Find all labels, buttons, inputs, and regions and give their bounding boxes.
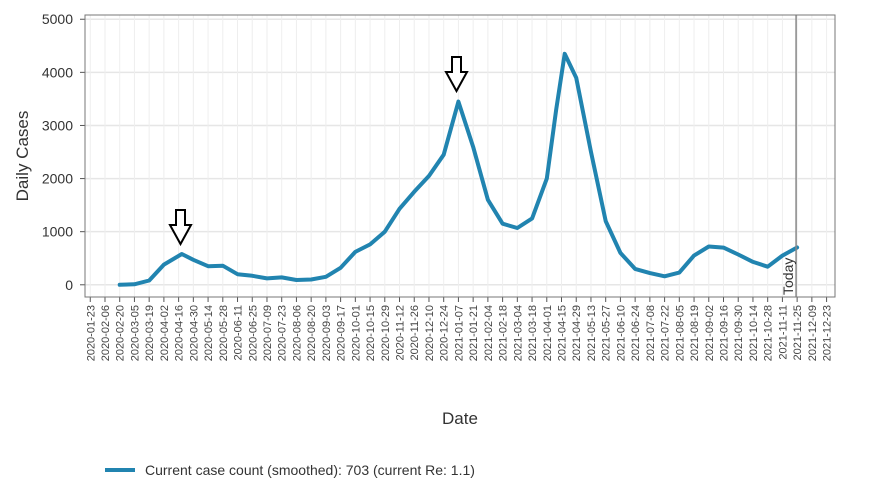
x-tick-label: 2020-10-29	[380, 305, 392, 361]
annotation: Today	[780, 258, 796, 295]
x-tick-label: 2021-09-16	[718, 305, 730, 361]
x-tick-label: 2021-02-18	[498, 305, 510, 361]
y-tick-label: 5000	[42, 11, 73, 27]
x-tick-label: 2020-11-26	[409, 305, 421, 360]
x-tick-label: 2020-01-23	[85, 305, 97, 361]
x-tick-label: 2021-07-08	[645, 305, 657, 361]
x-tick-label: 2020-06-11	[233, 305, 245, 360]
x-tick-label: 2020-05-14	[203, 305, 215, 361]
x-tick-label: 2020-02-06	[100, 305, 112, 361]
x-tick-label: 2020-04-30	[188, 305, 200, 361]
x-tick-label: 2021-12-23	[822, 305, 834, 361]
x-axis-label: Date	[442, 409, 478, 428]
arrow	[168, 56, 469, 247]
legend-label: Current case count (smoothed): 703 (curr…	[145, 462, 475, 478]
x-tick-label: 2021-06-24	[630, 305, 642, 361]
x-tick-label: 2021-03-04	[512, 305, 524, 361]
x-tick-label: 2020-06-25	[247, 305, 259, 361]
y-axis-label: Daily Cases	[13, 111, 32, 202]
y-tick-label: 1000	[42, 224, 73, 240]
x-tick-label: 2021-08-05	[674, 305, 686, 361]
x-tick-label: 2021-04-01	[542, 305, 554, 361]
x-tick-label: 2021-04-29	[571, 305, 583, 361]
x-tick-label: 2020-12-24	[439, 305, 451, 361]
y-tick-label: 4000	[42, 64, 73, 80]
x-tick-label: 2021-10-14	[748, 305, 760, 361]
x-tick-label: 2020-09-17	[336, 305, 348, 361]
y-tick-label: 3000	[42, 117, 73, 133]
arrow-1	[168, 209, 193, 247]
arrow-2	[444, 56, 469, 94]
x-tick-label: 2020-04-16	[174, 305, 186, 361]
x-tick-label: 2020-02-20	[115, 305, 127, 361]
x-tick-label: 2021-09-02	[704, 305, 716, 361]
x-tick-label: 2021-04-15	[557, 305, 569, 361]
x-tick-label: 2021-11-25	[792, 305, 804, 360]
x-tick-label: 2020-07-09	[262, 305, 274, 361]
x-tick-label: 2020-07-23	[277, 305, 289, 361]
x-tick-label: 2020-08-20	[306, 305, 318, 361]
x-tick-label: 2021-01-07	[453, 305, 465, 361]
x-tick-label: 2020-10-15	[365, 305, 377, 361]
x-tick-label: 2020-03-19	[144, 305, 156, 361]
x-tick-label: 2020-11-12	[395, 305, 407, 360]
x-tick-label: 2021-01-21	[468, 305, 480, 361]
x-tick-label: 2021-02-04	[483, 305, 495, 361]
y-tick-label: 0	[65, 277, 73, 293]
x-tick-label: 2021-03-18	[527, 305, 539, 361]
x-tick-label: 2020-05-28	[218, 305, 230, 361]
x-tick-label: 2020-08-06	[291, 305, 303, 361]
x-tick-label: 2020-10-01	[350, 305, 362, 361]
x-tick-label: 2021-12-09	[807, 305, 819, 361]
x-tick-label: 2020-03-05	[129, 305, 141, 361]
x-tick-label: 2020-12-10	[424, 305, 436, 361]
series-line	[117, 51, 800, 287]
x-tick-label: 2021-05-13	[586, 305, 598, 361]
plot-frame	[84, 14, 836, 298]
x-tick-label: 2020-09-03	[321, 305, 333, 361]
x-tick-label: 2021-10-28	[763, 305, 775, 361]
y-tick-label: 2000	[42, 171, 73, 187]
x-tick-label: 2021-09-30	[733, 305, 745, 361]
x-tick-label: 2021-07-22	[660, 305, 672, 361]
x-tick-label: 2021-08-19	[689, 305, 701, 361]
x-tick-label: 2021-11-11	[777, 305, 789, 360]
x-tick-label: 2021-06-10	[615, 305, 627, 361]
x-tick-label: 2020-04-02	[159, 305, 171, 361]
x-tick-label: 2021-05-27	[601, 305, 613, 361]
